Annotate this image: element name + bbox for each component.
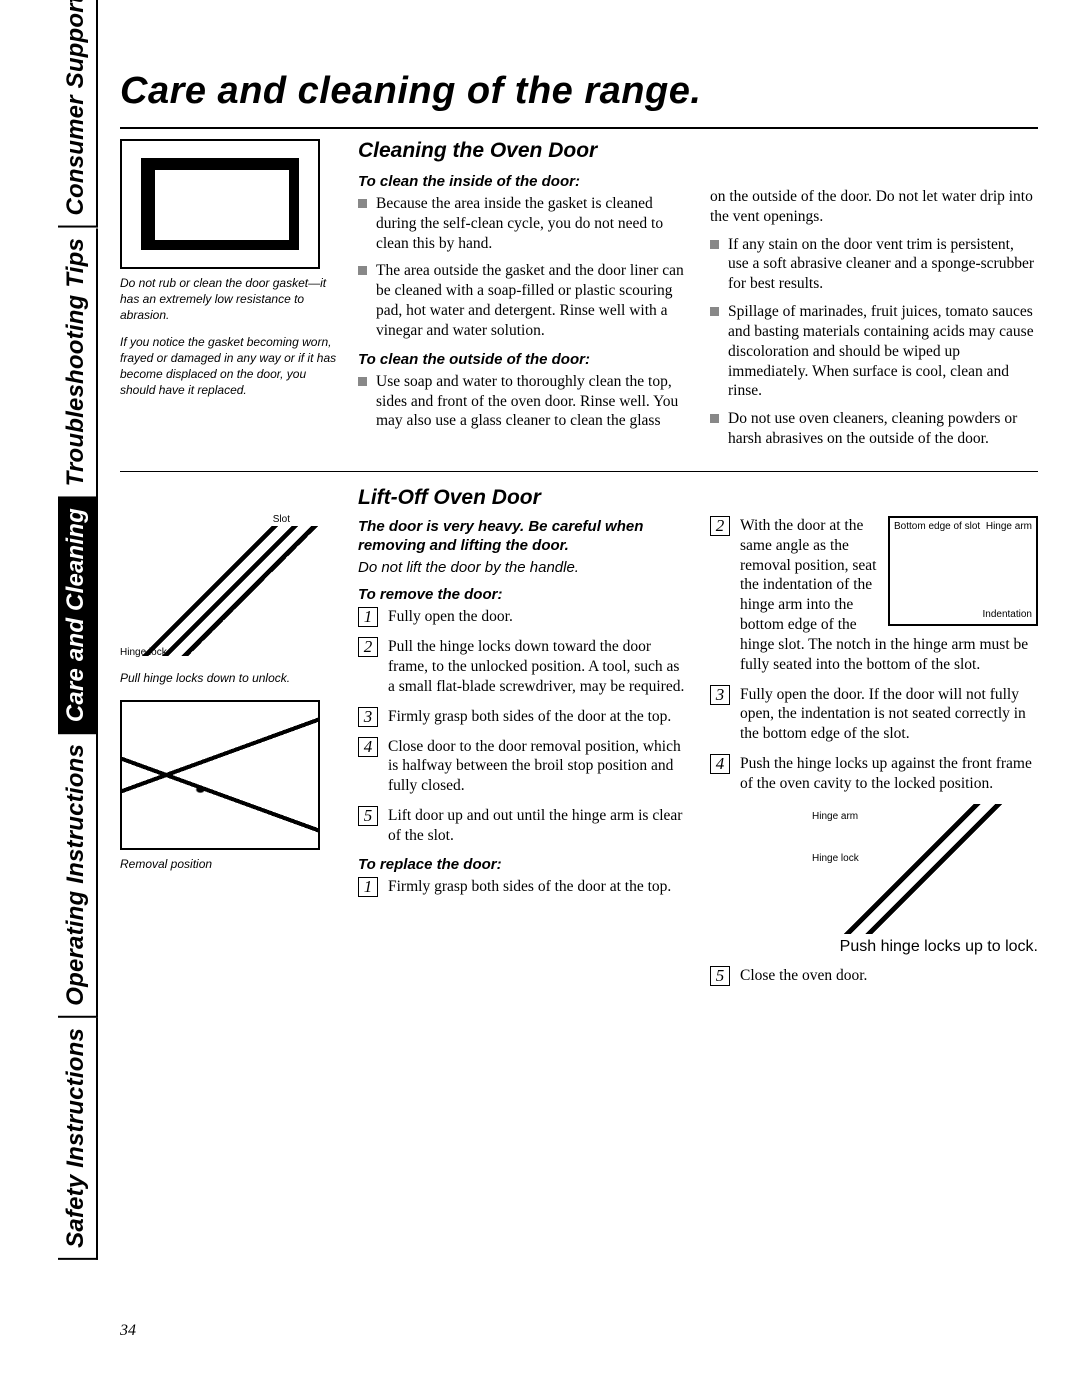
caption-gasket-warning: Do not rub or clean the door gasket—it h…	[120, 275, 340, 324]
step: Fully open the door. If the door will no…	[710, 685, 1038, 744]
list-outside-door-2: If any stain on the door vent trim is pe…	[710, 235, 1038, 449]
caption-push-locks: Push hinge locks up to lock.	[710, 938, 1038, 956]
heading-liftoff-door: Lift-Off Oven Door	[358, 486, 686, 510]
label-bottom-edge: Bottom edge of slot	[894, 522, 980, 532]
caption-gasket-replace: If you notice the gasket becoming worn, …	[120, 334, 340, 399]
label-hinge-arm: Hinge arm	[986, 522, 1032, 532]
label-hinge-lock: Hinge lock	[120, 647, 167, 658]
step: Fully open the door.	[358, 607, 686, 627]
illus-slot-detail: Bottom edge of slot Hinge arm Indentatio…	[888, 516, 1038, 626]
step: Push the hinge locks up against the fron…	[710, 754, 1038, 794]
steps-replace-door-5: Close the oven door.	[710, 966, 1038, 986]
illus-removal-position	[120, 700, 320, 850]
label-hinge-arm-2: Hinge arm	[812, 812, 858, 822]
subhead-remove-door: To remove the door:	[358, 586, 686, 603]
illus-hinge-lock: Hinge arm Hinge lock	[808, 804, 1038, 934]
step: Firmly grasp both sides of the door at t…	[358, 877, 686, 897]
bullet: Do not use oven cleaners, cleaning powde…	[710, 409, 1038, 449]
steps-replace-door-2: Bottom edge of slot Hinge arm Indentatio…	[710, 516, 1038, 794]
illus-oven-door	[120, 139, 320, 269]
rule-mid	[120, 471, 1038, 472]
bullet: Spillage of marinades, fruit juices, tom…	[710, 302, 1038, 401]
label-slot: Slot	[273, 514, 290, 525]
step: Bottom edge of slot Hinge arm Indentatio…	[710, 516, 1038, 675]
bullet: If any stain on the door vent trim is pe…	[710, 235, 1038, 294]
subhead-outside-door: To clean the outside of the door:	[358, 351, 686, 368]
steps-remove-door: Fully open the door. Pull the hinge lock…	[358, 607, 686, 845]
steps-replace-door-1: Firmly grasp both sides of the door at t…	[358, 877, 686, 897]
list-outside-door: Use soap and water to thoroughly clean t…	[358, 372, 686, 431]
step: Firmly grasp both sides of the door at t…	[358, 707, 686, 727]
list-inside-door: Because the area inside the gasket is cl…	[358, 194, 686, 341]
page-number: 34	[120, 1322, 136, 1340]
page-title: Care and cleaning of the range.	[120, 70, 1038, 113]
bullet: Because the area inside the gasket is cl…	[358, 194, 686, 253]
tab-care[interactable]: Care and Cleaning	[58, 498, 98, 734]
illus-hinge-unlock	[120, 526, 320, 656]
subhead-inside-door: To clean the inside of the door:	[358, 173, 686, 190]
caption-removal-position: Removal position	[120, 856, 340, 872]
section-cleaning-door: Do not rub or clean the door gasket—it h…	[120, 139, 1038, 457]
step: Pull the hinge locks down toward the doo…	[358, 637, 686, 696]
tab-support[interactable]: Consumer Support	[58, 0, 98, 228]
step: Close door to the door removal position,…	[358, 737, 686, 796]
caption-unlock: Pull hinge locks down to unlock.	[120, 670, 340, 686]
warning-no-handle-lift: Do not lift the door by the handle.	[358, 559, 686, 576]
bullet: Use soap and water to thoroughly clean t…	[358, 372, 686, 431]
bullet: The area outside the gasket and the door…	[358, 261, 686, 340]
warning-heavy-door: The door is very heavy. Be careful when …	[358, 518, 686, 556]
subhead-replace-door: To replace the door:	[358, 856, 686, 873]
para-continuation: on the outside of the door. Do not let w…	[710, 187, 1038, 227]
tab-operating[interactable]: Operating Instructions	[58, 734, 98, 1018]
label-hinge-lock-2: Hinge lock	[812, 854, 859, 864]
rule-top	[120, 127, 1038, 129]
content: Care and cleaning of the range. Do not r…	[120, 70, 1038, 1002]
tab-troubleshooting[interactable]: Troubleshooting Tips	[58, 228, 98, 498]
section-liftoff-door: Slot Hinge lock Pull hinge locks down to…	[120, 486, 1038, 996]
step: Close the oven door.	[710, 966, 1038, 986]
label-indentation: Indentation	[983, 610, 1033, 620]
tab-safety[interactable]: Safety Instructions	[58, 1018, 98, 1260]
step: Lift door up and out until the hinge arm…	[358, 806, 686, 846]
side-tabs: Safety Instructions Operating Instructio…	[58, 70, 98, 1260]
heading-cleaning-door: Cleaning the Oven Door	[358, 139, 686, 163]
